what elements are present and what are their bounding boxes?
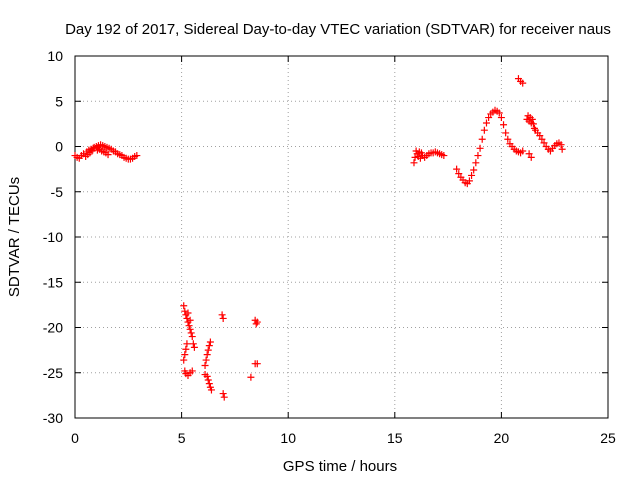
data-point — [104, 151, 112, 159]
data-point — [472, 159, 480, 167]
data-point — [201, 371, 209, 379]
data-point — [528, 115, 536, 123]
data-point — [538, 135, 546, 143]
data-point — [411, 153, 419, 161]
data-point — [205, 342, 213, 350]
data-point — [557, 141, 565, 149]
data-point — [133, 152, 141, 160]
data-point — [253, 360, 261, 368]
data-point — [527, 153, 535, 161]
data-point — [495, 109, 503, 117]
data-point — [478, 135, 486, 143]
x-axis-label: GPS time / hours — [283, 458, 397, 475]
data-point — [186, 316, 194, 324]
data-point — [482, 119, 490, 127]
x-tick-label: 10 — [280, 430, 296, 446]
data-point — [181, 351, 189, 359]
data-point — [455, 170, 463, 178]
data-point — [186, 325, 194, 333]
y-axis-label: SDTVAR / TECUs — [6, 177, 23, 297]
y-tick-label: 5 — [55, 93, 63, 109]
data-point — [220, 393, 228, 401]
axis-ticks: 0 5 10 15 20 25 10 5 0 -5 -10 -15 -20 -25 -30 — [43, 48, 616, 446]
y-tick-label: -25 — [43, 365, 63, 381]
x-tick-label: 25 — [600, 430, 616, 446]
data-point — [519, 79, 527, 87]
y-tick-label: -10 — [43, 229, 63, 245]
data-point — [188, 367, 196, 375]
data-point — [187, 329, 195, 337]
y-tick-label: 0 — [55, 139, 63, 155]
y-tick-label: -15 — [43, 274, 63, 290]
data-point — [247, 373, 255, 381]
data-point — [207, 386, 215, 394]
data-point — [203, 351, 211, 359]
data-point — [205, 380, 213, 388]
data-point — [525, 150, 533, 158]
data-point — [529, 120, 537, 128]
data-point — [184, 309, 192, 317]
data-point — [183, 340, 191, 348]
data-point — [185, 322, 193, 330]
data-point — [204, 346, 212, 354]
y-tick-label: -20 — [43, 320, 63, 336]
data-point — [519, 147, 527, 155]
data-point — [202, 356, 210, 364]
x-tick-label: 15 — [387, 430, 403, 446]
data-point — [180, 356, 188, 364]
data-point — [468, 171, 476, 179]
data-point — [474, 152, 482, 160]
data-point — [476, 144, 484, 152]
data-point — [410, 159, 418, 167]
data-point — [502, 129, 510, 137]
data-point — [201, 362, 209, 370]
data-point — [453, 165, 461, 173]
x-tick-label: 0 — [71, 430, 79, 446]
chart-title: Day 192 of 2017, Sidereal Day-to-day VTE… — [65, 21, 611, 38]
data-point — [504, 135, 512, 143]
x-tick-label: 5 — [178, 430, 186, 446]
data-point — [182, 345, 190, 353]
data-point — [180, 302, 188, 310]
data-point — [497, 114, 505, 122]
data-point — [470, 166, 478, 174]
data-point — [188, 333, 196, 341]
data-point — [190, 343, 198, 351]
data-point — [204, 376, 212, 384]
data-point — [218, 311, 226, 319]
y-tick-label: 10 — [47, 48, 63, 64]
data-point — [500, 121, 508, 129]
y-tick-label: -30 — [43, 410, 63, 426]
data-point — [219, 390, 227, 398]
data-point — [485, 114, 493, 122]
data-point — [253, 318, 261, 326]
data-point — [206, 338, 214, 346]
data-point — [540, 139, 548, 147]
y-tick-label: -5 — [51, 184, 64, 200]
x-tick-label: 20 — [494, 430, 510, 446]
data-point — [189, 340, 197, 348]
data-point — [219, 314, 227, 322]
data-point — [558, 145, 566, 153]
data-point — [465, 177, 473, 185]
data-point — [480, 126, 488, 134]
data-markers — [71, 75, 566, 401]
data-point — [440, 152, 448, 160]
data-point — [536, 132, 544, 140]
